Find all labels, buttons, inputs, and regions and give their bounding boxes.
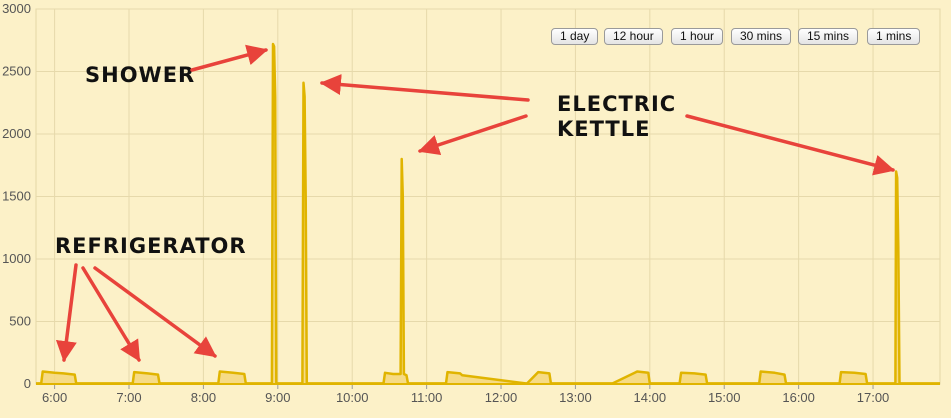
- grid-lines: [35, 8, 941, 385]
- x-tick-label: 13:00: [559, 390, 592, 405]
- x-tick-label: 14:00: [634, 390, 667, 405]
- arrow-kettle-1: [319, 74, 530, 102]
- x-tick-label: 7:00: [116, 390, 141, 405]
- x-tick-label: 17:00: [857, 390, 890, 405]
- arrow-fridge-2: [81, 266, 141, 362]
- y-tick-label: 2500: [2, 64, 31, 79]
- annotation-kettle: KETTLE: [557, 117, 650, 141]
- x-tick-label: 10:00: [336, 390, 369, 405]
- power-series: [36, 42, 940, 385]
- x-tick-label: 8:00: [191, 390, 216, 405]
- y-tick-label: 1000: [2, 251, 31, 266]
- x-tick-label: 11:00: [411, 390, 443, 405]
- x-tick-label: 6:00: [42, 390, 67, 405]
- arrow-kettle-3: [685, 114, 896, 176]
- y-tick-label: 1500: [2, 189, 31, 204]
- annotation-shower: SHOWER: [85, 63, 195, 87]
- range-30-mins-button[interactable]: 30 mins: [731, 28, 792, 45]
- range-1-mins-button[interactable]: 1 mins: [867, 28, 921, 45]
- series-line: [36, 42, 940, 385]
- x-tick-label: 12:00: [485, 390, 518, 405]
- annotation-refrigerator: REFRIGERATOR: [55, 234, 247, 258]
- y-tick-label: 500: [9, 314, 31, 329]
- y-tick-label: 0: [24, 376, 31, 391]
- y-tick-label: 3000: [2, 1, 31, 16]
- annotation-electric: ELECTRIC: [557, 92, 676, 116]
- y-axis-ticks: 0 500 1000 1500 2000 2500 3000: [2, 1, 31, 391]
- y-tick-label: 2000: [2, 126, 31, 141]
- range-15-mins-button[interactable]: 15 mins: [798, 28, 859, 45]
- arrow-kettle-2: [418, 114, 528, 156]
- arrow-fridge-1: [55, 263, 78, 363]
- x-tick-label: 15:00: [708, 390, 741, 405]
- x-tick-label: 16:00: [782, 390, 815, 405]
- annotations: SHOWER ELECTRIC KETTLE REFRIGERATOR: [55, 44, 896, 363]
- range-1-day-button[interactable]: 1 day: [551, 28, 599, 45]
- arrow-shower: [190, 44, 269, 72]
- x-tick-label: 9:00: [265, 390, 290, 405]
- arrow-fridge-3: [93, 266, 217, 358]
- x-axis-ticks: 6:00 7:00 8:00 9:00 10:00 11:00 12:00 13:00 14:0…: [42, 384, 889, 405]
- range-12-hour-button[interactable]: 12 hour: [604, 28, 663, 45]
- range-1-hour-button[interactable]: 1 hour: [671, 28, 724, 45]
